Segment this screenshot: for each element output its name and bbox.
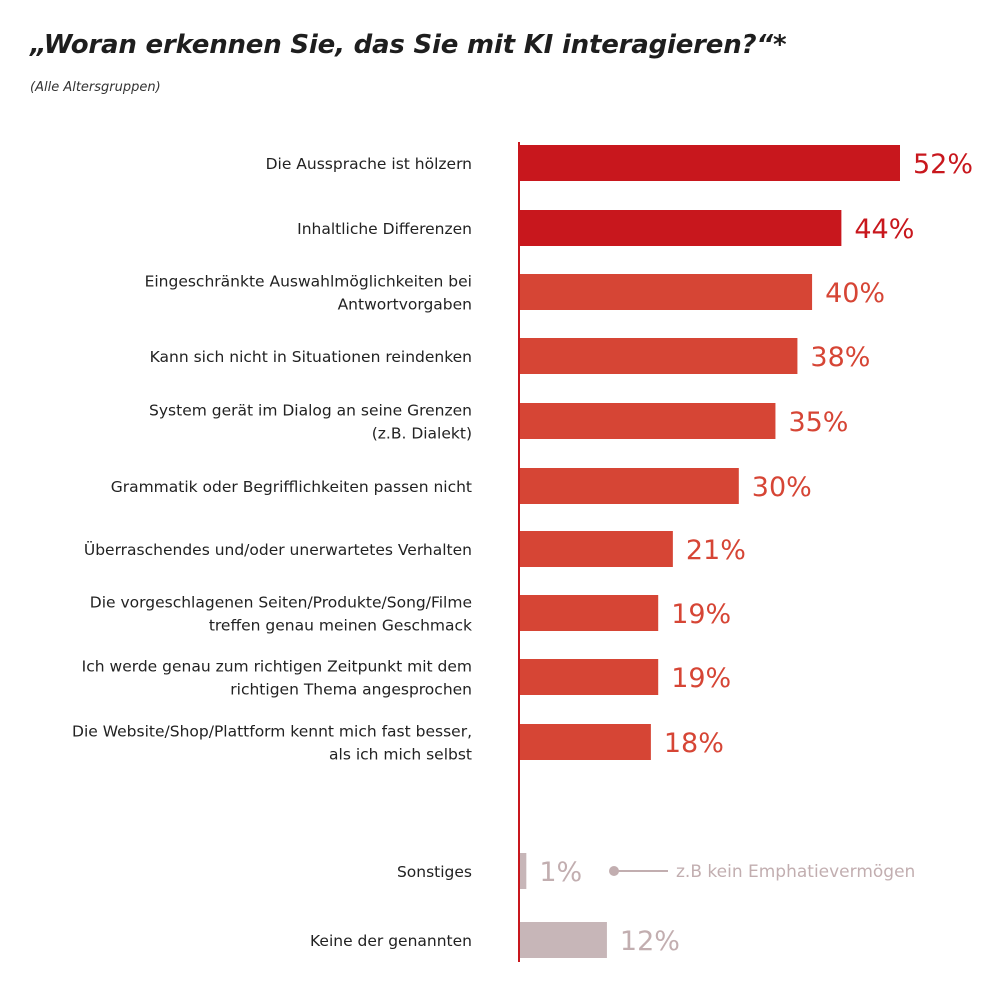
bar-11 <box>519 853 527 889</box>
value-label-11: 1% <box>539 857 582 888</box>
bar-3 <box>519 274 813 310</box>
bar-7 <box>519 531 673 567</box>
value-label-1: 52% <box>913 149 973 180</box>
value-label-4: 38% <box>810 342 870 373</box>
category-label-8-line-2: treffen genau meinen Geschmack <box>209 617 472 635</box>
category-label-8-line-1: Die vorgeschlagenen Seiten/Produkte/Song… <box>90 594 472 612</box>
annotation-text: z.B kein Emphatievermögen <box>676 862 915 882</box>
value-label-5: 35% <box>788 407 848 438</box>
bar-1 <box>519 145 900 181</box>
category-label-3-line-1: Eingeschränkte Auswahlmöglichkeiten bei <box>145 273 472 291</box>
chart-title: „Woran erkennen Sie, das Sie mit KI inte… <box>30 30 787 60</box>
bar-6 <box>519 468 739 504</box>
bar-4 <box>519 338 798 374</box>
category-label-4: Kann sich nicht in Situationen reindenke… <box>150 348 472 366</box>
value-label-12: 12% <box>620 926 680 957</box>
bar-5 <box>519 403 776 439</box>
category-label-10-line-1: Die Website/Shop/Plattform kennt mich fa… <box>72 723 472 741</box>
value-label-8: 19% <box>671 599 731 630</box>
category-label-3-line-2: Antwortvorgaben <box>338 296 472 314</box>
chart-subtitle: (Alle Altersgruppen) <box>30 80 161 95</box>
value-label-7: 21% <box>686 535 746 566</box>
category-label-9-line-1: Ich werde genau zum richtigen Zeitpunkt … <box>82 658 472 676</box>
bar-2 <box>519 210 842 246</box>
bar-8 <box>519 595 659 631</box>
category-label-11: Sonstiges <box>397 863 472 881</box>
category-label-12: Keine der genannten <box>310 932 472 950</box>
category-label-9-line-2: richtigen Thema angesprochen <box>230 681 472 699</box>
category-label-2: Inhaltliche Differenzen <box>297 220 472 238</box>
value-label-2: 44% <box>854 214 914 245</box>
category-label-5-line-1: System gerät im Dialog an seine Grenzen <box>149 402 472 420</box>
bar-12 <box>519 922 607 958</box>
value-label-6: 30% <box>752 472 812 503</box>
value-label-3: 40% <box>825 278 885 309</box>
category-label-1: Die Aussprache ist hölzern <box>266 155 472 173</box>
value-label-10: 18% <box>664 728 724 759</box>
bar-10 <box>519 724 651 760</box>
bar-9 <box>519 659 659 695</box>
value-label-9: 19% <box>671 663 731 694</box>
category-label-10-line-2: als ich mich selbst <box>329 746 472 764</box>
category-label-7: Überraschendes und/oder unerwartetes Ver… <box>84 540 472 559</box>
category-label-6: Grammatik oder Begrifflichkeiten passen … <box>111 478 472 496</box>
category-label-5-line-2: (z.B. Dialekt) <box>372 425 472 443</box>
